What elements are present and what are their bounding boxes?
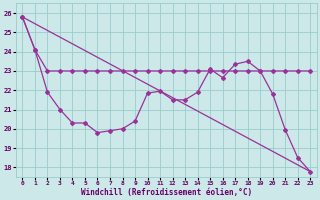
X-axis label: Windchill (Refroidissement éolien,°C): Windchill (Refroidissement éolien,°C) [81, 188, 252, 197]
